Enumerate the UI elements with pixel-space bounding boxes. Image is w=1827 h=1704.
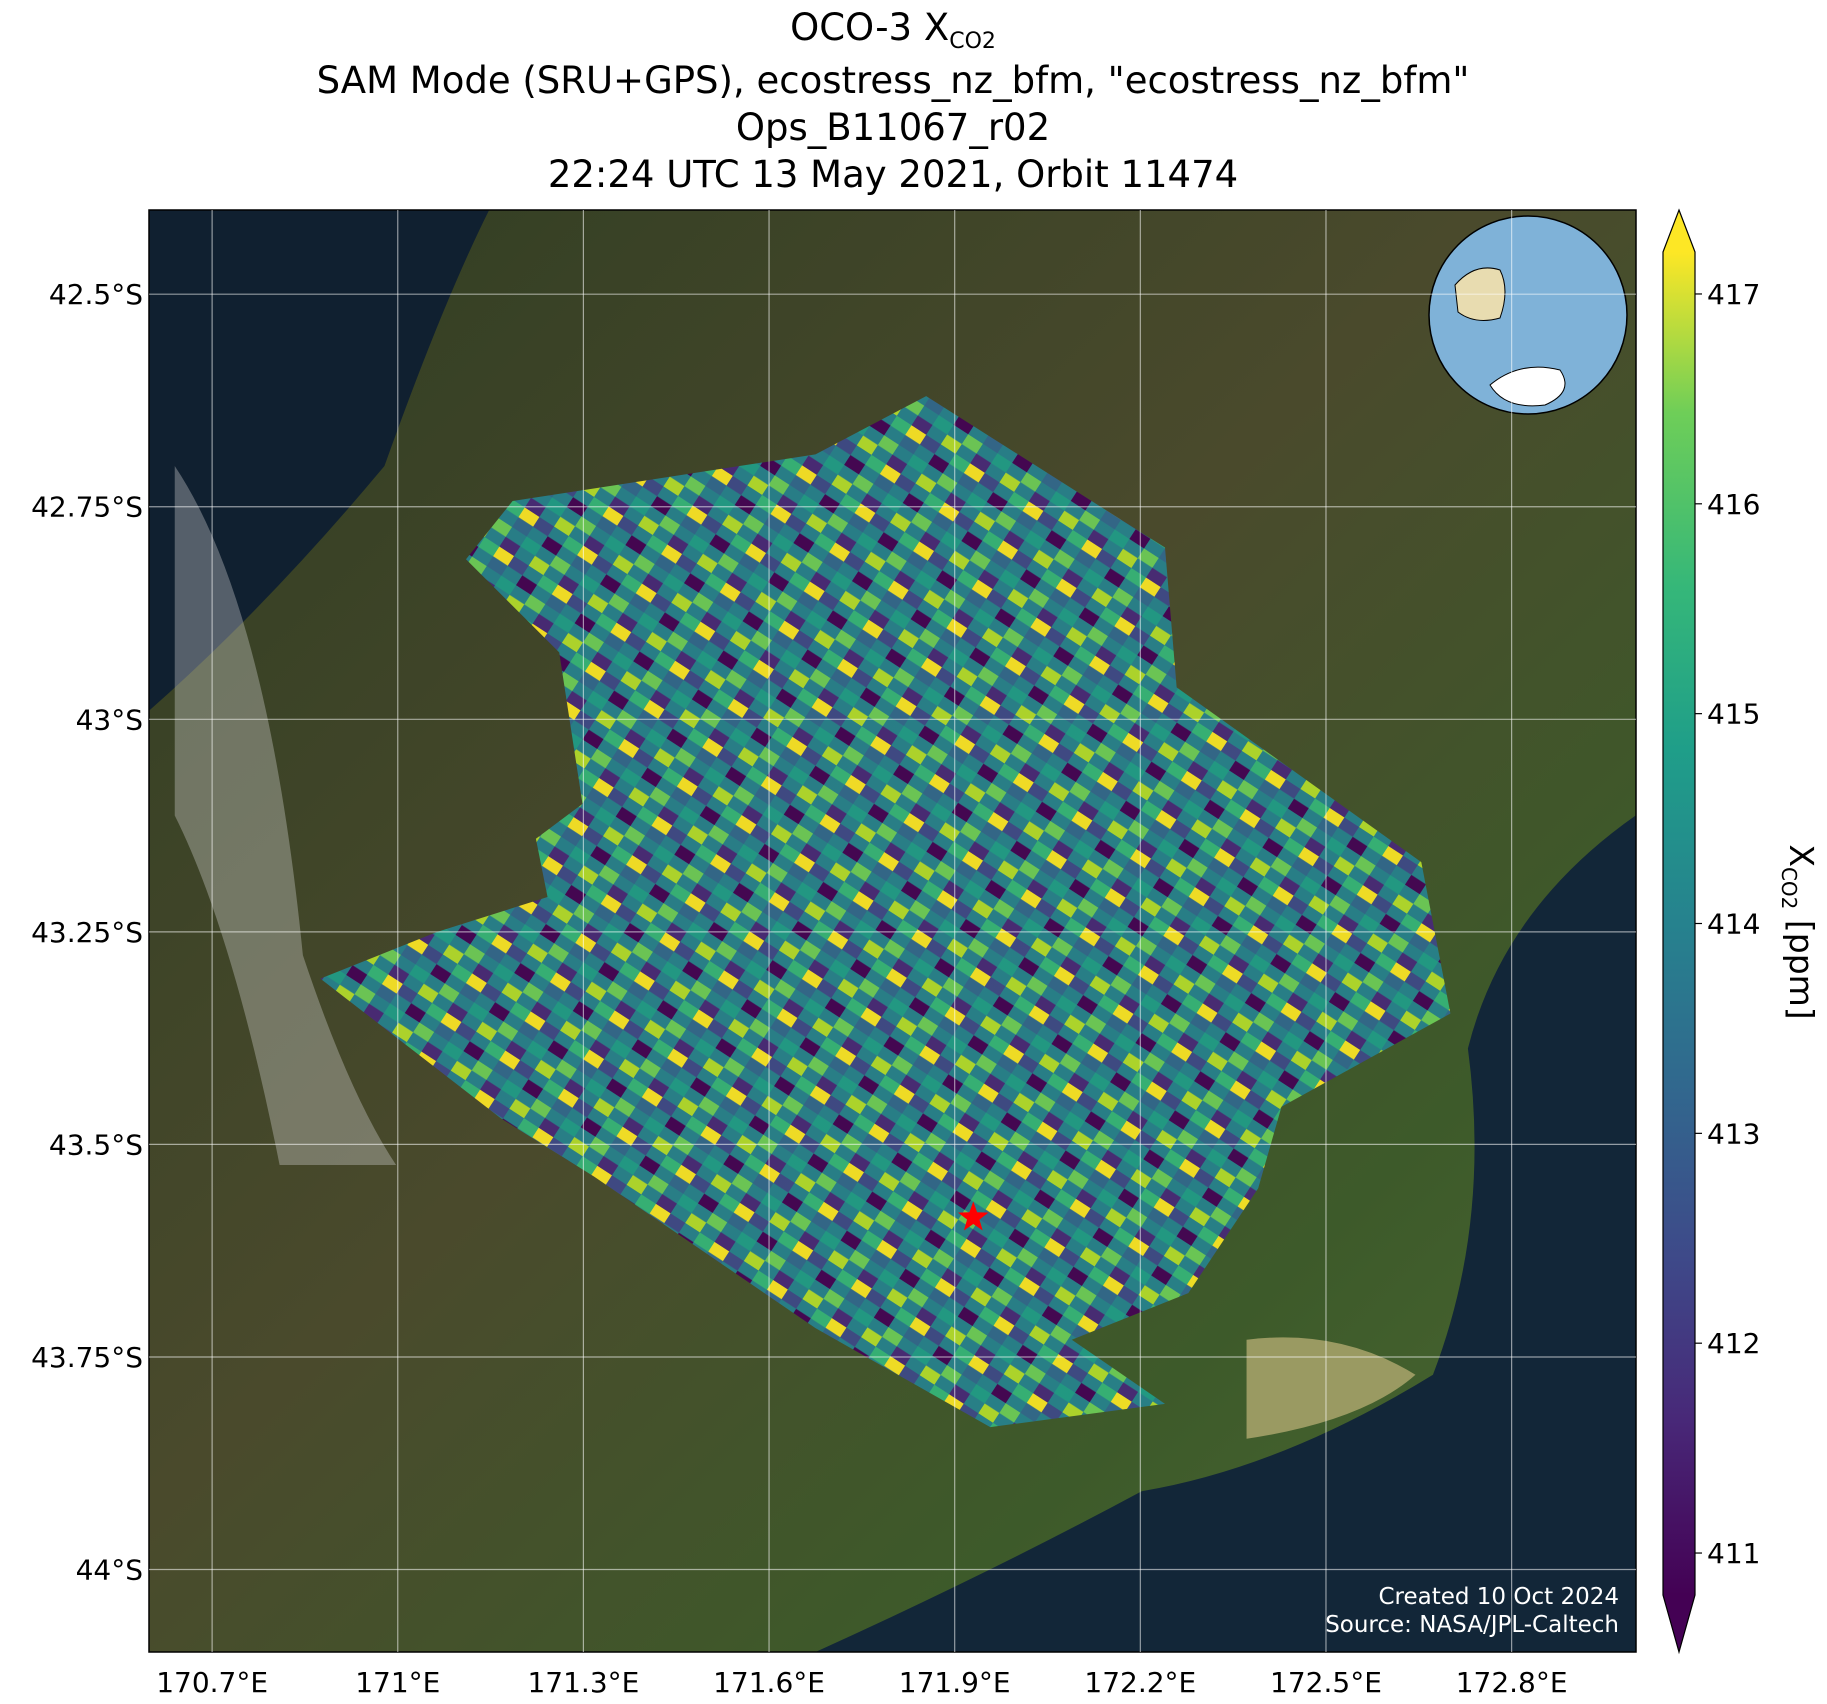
colorbar-label-suffix: [ppm] (1782, 909, 1821, 1019)
lat-tick-label: 43.25°S (31, 916, 143, 949)
colorbar-tick-label: 416 (1707, 488, 1760, 521)
lat-tick-label: 43°S (76, 703, 143, 736)
lat-tick-label: 42.5°S (49, 278, 143, 311)
lat-tick-label: 44°S (76, 1554, 143, 1587)
lon-tick-label: 172.8°E (1456, 1666, 1568, 1699)
credit: Created 10 Oct 2024 (1378, 1584, 1619, 1610)
globe-inset (1428, 215, 1628, 415)
map-frame (148, 209, 1637, 1653)
lat-tick-label: 42.75°S (31, 491, 143, 524)
lat-tick-label: 43.75°S (31, 1341, 143, 1374)
colorbar-tick-label: 414 (1707, 908, 1760, 941)
colorbar-extend-min (1663, 1595, 1695, 1652)
title-subscript: CO2 (949, 29, 996, 54)
colorbar-tick-label: 415 (1707, 698, 1760, 731)
lon-tick-label: 171°E (355, 1666, 440, 1699)
lon-tick-label: 171.6°E (713, 1666, 825, 1699)
title-block: OCO-3 XCO2 (790, 6, 996, 54)
subtitle: SAM Mode (SRU+GPS), ecostress_nz_bfm, "e… (317, 59, 1470, 102)
colorbar-outline (1662, 208, 1696, 1655)
credit: Source: NASA/JPL-Caltech (1325, 1612, 1619, 1638)
basemap (149, 210, 1636, 1652)
lat-tick-label: 43.5°S (49, 1128, 143, 1161)
colorbar-tick-label: 417 (1707, 278, 1760, 311)
lon-tick-label: 170.7°E (156, 1666, 268, 1699)
colorbar-tick-label: 412 (1707, 1327, 1760, 1360)
lon-tick-label: 172.2°E (1084, 1666, 1196, 1699)
target-star (958, 1201, 989, 1231)
colorbar-tick-label: 411 (1707, 1537, 1760, 1570)
title-text: OCO-3 X (790, 6, 949, 49)
title: OCO-3 XCO2 (790, 6, 996, 54)
lon-tick-label: 171.9°E (899, 1666, 1011, 1699)
colorbar-tick-label: 413 (1707, 1117, 1760, 1150)
subtitle: Ops_B11067_r02 (736, 106, 1050, 149)
subtitle: 22:24 UTC 13 May 2021, Orbit 11474 (548, 153, 1238, 196)
lon-tick-label: 171.3°E (527, 1666, 639, 1699)
colorbar-extend-max (1663, 210, 1695, 252)
colorbar (1663, 252, 1695, 1595)
colorbar-label-subscript: CO2 (1777, 867, 1801, 909)
colorbar-label-prefix: X (1782, 844, 1821, 867)
colorbar-label: XCO2 [ppm] (1777, 844, 1821, 1019)
lon-tick-label: 172.5°E (1270, 1666, 1382, 1699)
